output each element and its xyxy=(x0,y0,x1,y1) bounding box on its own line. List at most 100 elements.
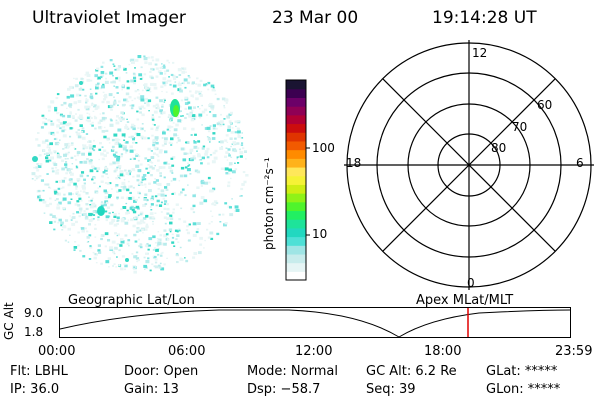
image-pixel xyxy=(123,67,127,71)
image-pixel xyxy=(86,230,89,233)
image-pixel xyxy=(146,265,148,267)
image-pixel xyxy=(206,228,209,231)
image-pixel xyxy=(67,158,69,160)
image-pixel xyxy=(118,143,122,146)
image-pixel xyxy=(68,85,73,89)
image-pixel xyxy=(69,234,71,236)
image-pixel xyxy=(75,165,78,167)
image-pixel xyxy=(135,199,138,202)
image-pixel xyxy=(172,191,176,195)
color-scale-swatch xyxy=(286,175,306,185)
image-pixel xyxy=(77,231,80,234)
image-pixel xyxy=(100,76,103,79)
image-pixel xyxy=(186,225,189,228)
image-pixel xyxy=(133,199,137,203)
image-pixel xyxy=(90,218,94,221)
image-pixel xyxy=(171,156,176,159)
image-pixel xyxy=(99,142,102,145)
image-pixel xyxy=(57,221,60,224)
image-pixel xyxy=(168,79,172,83)
image-pixel xyxy=(169,119,172,121)
image-pixel xyxy=(103,189,107,193)
image-pixel xyxy=(146,101,150,104)
image-pixel xyxy=(181,67,184,70)
image-pixel xyxy=(160,242,164,246)
image-pixel xyxy=(186,231,190,235)
image-pixel xyxy=(126,242,130,245)
image-pixel xyxy=(143,107,146,110)
image-pixel xyxy=(98,251,102,254)
color-scale-swatch xyxy=(286,262,306,272)
image-pixel xyxy=(196,170,201,174)
image-pixel xyxy=(148,182,151,185)
image-pixel xyxy=(212,151,216,155)
image-pixel xyxy=(73,101,78,105)
image-pixel xyxy=(102,91,105,94)
image-pixel xyxy=(240,195,243,197)
image-pixel xyxy=(56,93,60,96)
image-pixel xyxy=(71,216,76,219)
image-pixel xyxy=(196,186,200,189)
image-pixel xyxy=(116,196,119,199)
image-pixel xyxy=(159,109,163,113)
image-pixel xyxy=(84,216,89,220)
image-pixel xyxy=(106,137,110,141)
image-pixel xyxy=(85,203,89,206)
image-pixel xyxy=(99,87,102,90)
image-pixel xyxy=(124,142,127,144)
color-scale-swatch xyxy=(286,114,306,125)
image-pixel xyxy=(114,246,118,250)
image-pixel xyxy=(106,151,109,154)
timeline-x-tick-1200: 12:00 xyxy=(295,344,333,359)
image-pixel xyxy=(83,212,87,216)
image-pixel xyxy=(41,199,45,202)
image-pixel xyxy=(227,125,232,129)
image-pixel xyxy=(79,249,82,252)
image-pixel xyxy=(131,208,135,212)
image-pixel xyxy=(192,106,196,109)
image-pixel xyxy=(148,110,150,112)
image-pixel xyxy=(64,239,67,242)
image-pixel xyxy=(81,213,85,216)
image-pixel xyxy=(158,204,163,207)
image-pixel xyxy=(138,196,140,199)
image-pixel xyxy=(160,189,165,193)
image-pixel xyxy=(157,239,160,242)
image-pixel xyxy=(94,224,97,226)
image-pixel xyxy=(79,94,82,97)
image-pixel xyxy=(97,82,100,85)
image-pixel xyxy=(54,109,58,112)
image-pixel xyxy=(49,202,52,206)
image-pixel xyxy=(190,157,195,161)
image-pixel xyxy=(113,213,117,216)
image-pixel xyxy=(159,174,162,177)
image-pixel xyxy=(46,173,49,175)
image-pixel xyxy=(200,90,203,93)
image-pixel xyxy=(147,87,150,89)
image-pixel xyxy=(175,238,178,241)
image-pixel xyxy=(145,223,149,226)
image-pixel xyxy=(103,126,106,129)
color-scale-swatch xyxy=(286,149,306,159)
image-pixel xyxy=(48,149,51,152)
image-pixel xyxy=(121,89,123,91)
image-pixel xyxy=(226,141,229,143)
image-pixel xyxy=(52,133,56,136)
image-pixel xyxy=(135,205,140,209)
image-pixel xyxy=(209,231,214,235)
image-pixel xyxy=(182,67,187,71)
image-pixel xyxy=(162,197,166,200)
image-pixel xyxy=(159,172,162,175)
image-pixel xyxy=(91,202,96,206)
image-pixel xyxy=(75,93,80,97)
image-pixel xyxy=(82,147,85,150)
image-pixel xyxy=(49,197,52,200)
image-pixel xyxy=(134,240,138,243)
image-pixel xyxy=(69,135,72,138)
color-scale-swatch xyxy=(286,236,306,246)
timeline-left-title: Geographic Lat/Lon xyxy=(68,293,195,308)
image-pixel xyxy=(212,202,215,205)
image-pixel xyxy=(195,230,199,234)
image-pixel xyxy=(240,144,244,146)
image-pixel xyxy=(191,81,195,84)
